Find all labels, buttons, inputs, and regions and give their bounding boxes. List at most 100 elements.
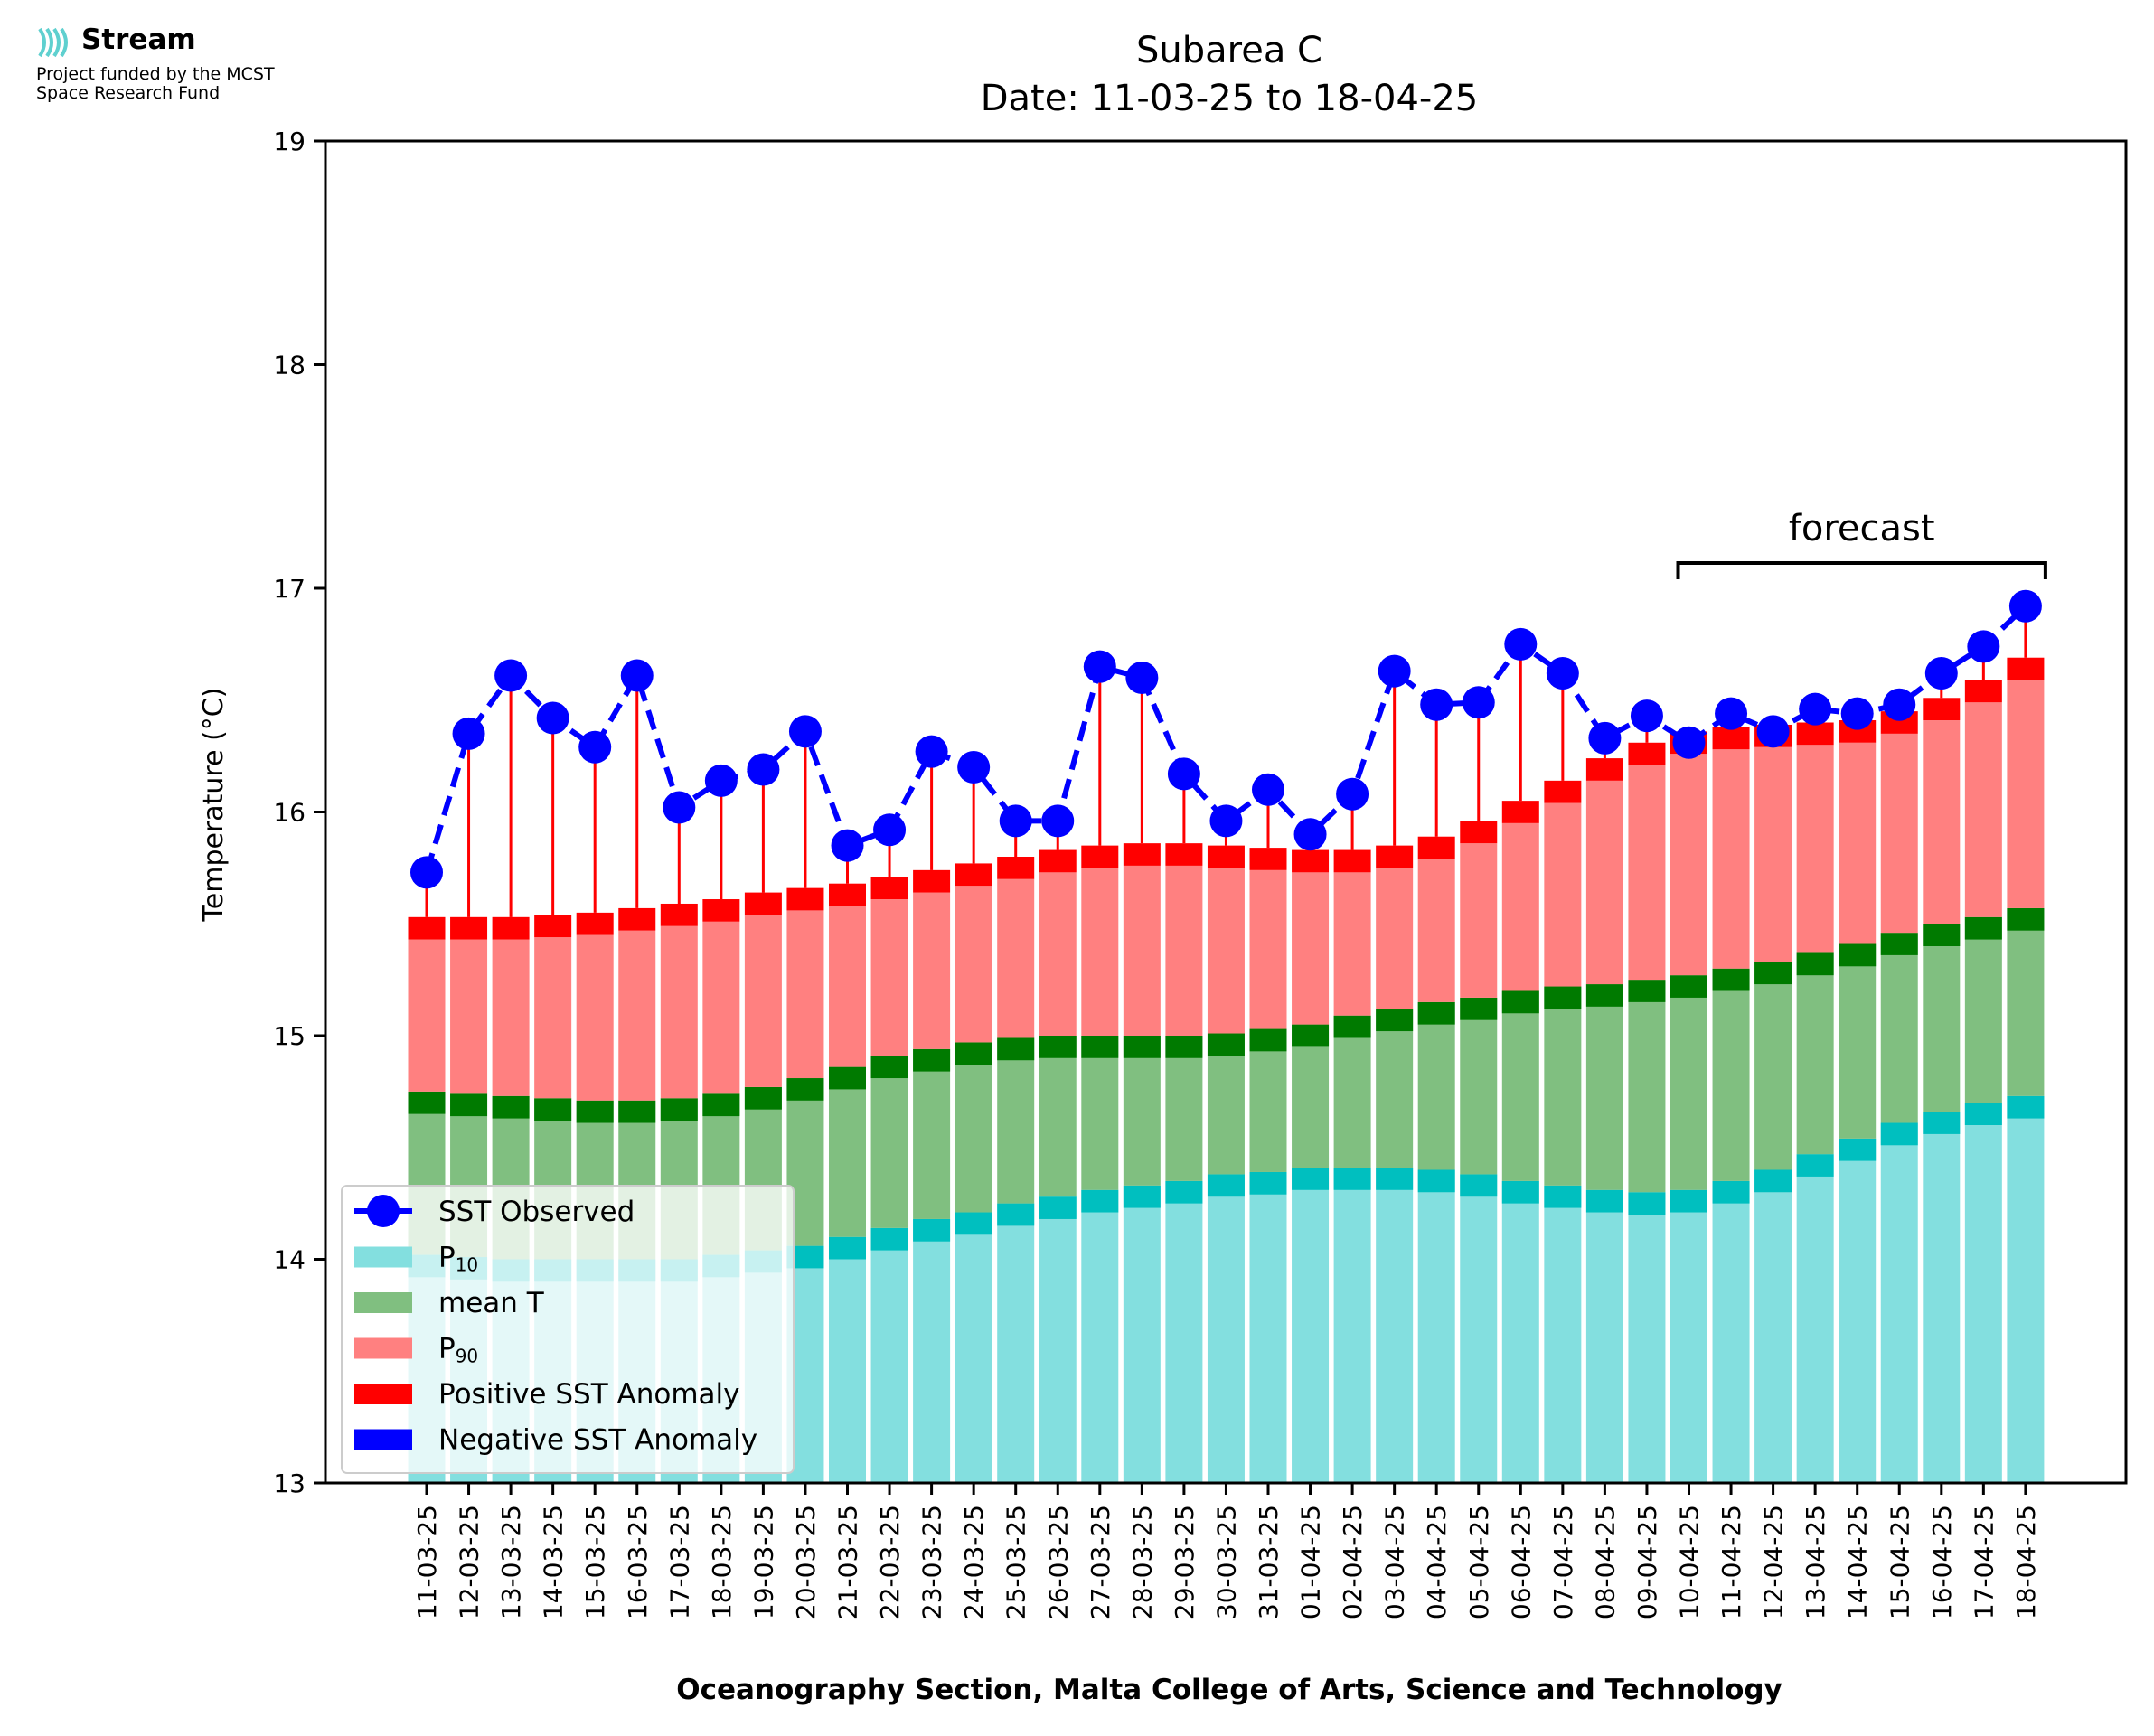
p90-bar: [1417, 859, 1455, 1002]
legend-observed-marker: [367, 1195, 400, 1227]
observed-point: [1924, 657, 1958, 690]
mean-bar: [829, 1066, 866, 1237]
p10-bar: [1880, 1122, 1918, 1483]
p10-band: [2007, 1095, 2045, 1119]
observed-point: [1420, 688, 1453, 721]
p10-bar: [2007, 1095, 2045, 1483]
observed-point: [747, 753, 780, 786]
p90-band: [1165, 843, 1203, 866]
mean-band: [1460, 997, 1498, 1020]
p90-band: [534, 915, 572, 938]
p10-band: [1376, 1168, 1414, 1190]
legend-mean-swatch: [354, 1292, 412, 1313]
x-tick-label: 02-04-25: [1338, 1505, 1368, 1619]
p90-bar: [618, 930, 656, 1101]
observed-point: [1967, 630, 2000, 663]
observed-point: [1167, 757, 1200, 791]
mean-bar: [1585, 984, 1623, 1190]
mean-band: [1207, 1033, 1245, 1056]
p10-band: [1501, 1180, 1539, 1204]
p90-band: [492, 916, 530, 940]
observed-point: [788, 715, 822, 748]
mean-band: [492, 1095, 530, 1119]
mean-band: [1376, 1009, 1414, 1032]
p90-bar: [702, 921, 740, 1094]
legend-negative-swatch: [354, 1429, 412, 1450]
mean-band: [997, 1037, 1035, 1061]
p90-band: [1585, 758, 1623, 781]
x-tick-label: 01-04-25: [1296, 1505, 1326, 1619]
x-tick-label: 18-04-25: [2011, 1505, 2041, 1619]
mean-bar: [1165, 1036, 1203, 1181]
x-tick-label: 05-04-25: [1464, 1505, 1494, 1619]
p90-bar: [1333, 872, 1371, 1016]
funding-line-1: Project funded by the MCST: [36, 64, 275, 84]
p90-bar: [1880, 733, 1918, 934]
x-tick-label: 16-04-25: [1927, 1505, 1957, 1619]
mean-bar: [1249, 1028, 1287, 1172]
mean-band: [955, 1042, 992, 1065]
p10-bar: [1628, 1192, 1666, 1483]
p10-bar: [1670, 1189, 1707, 1483]
mean-bar: [1376, 1009, 1414, 1168]
x-tick-label: 24-03-25: [959, 1505, 989, 1619]
logo-name: Stream: [81, 23, 196, 56]
p90-band: [1628, 742, 1666, 765]
p90-bar: [1501, 822, 1539, 991]
legend-p10-swatch: [354, 1246, 412, 1268]
observed-point: [1672, 726, 1706, 759]
p90-bar: [450, 939, 488, 1094]
p90-bar: [786, 910, 824, 1079]
mean-bar: [1501, 990, 1539, 1181]
p90-bar: [997, 878, 1035, 1038]
p10-band: [1081, 1189, 1119, 1213]
p90-band: [702, 899, 740, 922]
mean-band: [1292, 1024, 1330, 1047]
p90-bar: [1923, 720, 1961, 924]
stream-waves-icon: [38, 27, 68, 58]
mean-bar: [997, 1037, 1035, 1204]
mean-band: [1081, 1036, 1119, 1058]
x-tick-label: 15-03-25: [580, 1505, 610, 1619]
p90-bar: [1754, 746, 1792, 962]
mean-bar: [1796, 952, 1834, 1155]
mean-band: [1249, 1028, 1287, 1052]
p90-bar: [660, 925, 698, 1099]
p90-band: [1249, 848, 1287, 870]
p90-band: [829, 883, 866, 906]
y-tick-label: 18: [273, 351, 306, 380]
observed-point: [1546, 657, 1579, 690]
p90-band: [997, 857, 1035, 879]
p10-band: [870, 1227, 908, 1251]
p10-band: [1628, 1192, 1666, 1215]
x-axis-label: Oceanography Section, Malta College of A…: [676, 1674, 1782, 1706]
observed-point: [1336, 777, 1369, 811]
mean-band: [1585, 984, 1623, 1007]
observed-point: [578, 730, 612, 764]
p90-bar: [913, 892, 951, 1049]
mean-band: [1964, 916, 2002, 940]
p90-bar: [534, 937, 572, 1099]
mean-bar: [913, 1048, 951, 1219]
p10-band: [1712, 1180, 1750, 1204]
forecast-annotation: forecast: [1676, 508, 2047, 579]
mean-band: [1880, 933, 1918, 955]
observed-point: [536, 701, 569, 735]
p10-bar: [1585, 1189, 1623, 1483]
p90-bar: [1460, 843, 1498, 998]
x-tick-label: 31-03-25: [1254, 1505, 1284, 1619]
x-tick-label: 28-03-25: [1127, 1505, 1157, 1619]
p10-bar: [955, 1212, 992, 1483]
legend-label: SST Observed: [438, 1196, 635, 1228]
p10-bar: [1207, 1174, 1245, 1483]
mean-band: [1333, 1015, 1371, 1038]
p90-band: [618, 907, 656, 931]
observed-point: [663, 791, 696, 824]
x-tick-label: 30-03-25: [1211, 1505, 1241, 1619]
mean-band: [1123, 1036, 1161, 1058]
p90-band: [870, 877, 908, 900]
mean-bar: [1544, 986, 1582, 1186]
p10-bar: [1839, 1138, 1877, 1483]
p90-band: [1207, 845, 1245, 868]
